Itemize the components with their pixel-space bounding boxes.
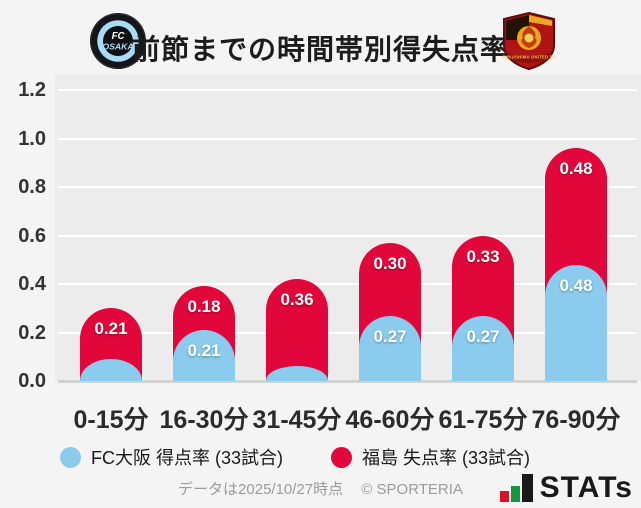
grid-line [58, 283, 637, 285]
grid-line [58, 331, 637, 334]
bar-scored-31-45分 [266, 366, 328, 381]
fukushima-united-logo: FUKUSHIMA UNITED FC [502, 12, 556, 70]
stats-bars-icon [499, 472, 533, 502]
y-tick-label: 0.6 [18, 224, 46, 247]
value-label-scored: 0.21 [187, 341, 221, 361]
value-label-conceded: 0.33 [466, 246, 500, 266]
y-tick-label: 0.0 [18, 370, 46, 392]
value-label-conceded: 0.18 [187, 297, 221, 317]
value-label-conceded: 0.30 [373, 253, 407, 273]
legend-label: 福島 失点率 (33試合) [362, 448, 531, 468]
fukushima-badge-banner-text: FUKUSHIMA UNITED FC [502, 55, 556, 60]
value-label-scored: 0.48 [559, 275, 593, 295]
value-label-conceded: 0.48 [559, 159, 593, 179]
copyright: © SPORTERIA [361, 481, 463, 498]
bar-scored-0-15分 [80, 359, 142, 381]
value-label-scored: 0.27 [373, 326, 407, 346]
bar-scored-61-75分 [452, 315, 514, 381]
x-category-label: 46-60分 [345, 406, 435, 434]
osaka-badge-text-osaka: OSAKA [102, 42, 133, 52]
y-tick-label: 0.8 [18, 176, 46, 198]
value-label-conceded: 0.36 [280, 290, 314, 310]
x-category-label: 31-45分 [252, 406, 342, 434]
bar-scored-76-90分 [545, 264, 607, 381]
stats-brand-text: STATs [539, 471, 633, 504]
data-date-note: データは2025/10/27時点 [178, 481, 344, 498]
x-category-label: 16-30分 [159, 406, 249, 434]
stats-bar [521, 474, 533, 502]
footer: データは2025/10/27時点 © SPORTERIA [0, 478, 641, 499]
header: FC OSAKA 前節までの時間帯別得失点率 FUKUSHIMA UNITED … [0, 0, 641, 75]
grid-line [58, 186, 637, 188]
x-category-label: 61-75分 [438, 406, 528, 434]
y-tick-label: 1.2 [18, 79, 46, 101]
bar-conceded-31-45分 [266, 279, 328, 381]
value-label-scored: 0.27 [466, 326, 500, 346]
bar-scored-16-30分 [173, 330, 235, 381]
legend-color-dot [59, 446, 81, 468]
legend-label: FC大阪 得点率 (33試合) [90, 448, 283, 468]
x-category-label: 0-15分 [73, 406, 149, 434]
legend-item: FC大阪 得点率 (33試合) [59, 444, 283, 470]
x-category-label: 76-90分 [531, 406, 621, 434]
page-title: 前節までの時間帯別得失点率 [131, 34, 510, 65]
stats-bar [499, 491, 509, 502]
chart-legend: FC大阪 得点率 (33試合) 福島 失点率 (33試合) [0, 442, 590, 472]
x-axis-baseline [58, 380, 637, 383]
bar-scored-46-60分 [359, 315, 421, 381]
legend-item: 福島 失点率 (33試合) [331, 444, 530, 470]
fc-osaka-logo: FC OSAKA [89, 12, 147, 70]
grid-line [58, 89, 637, 91]
y-tick-label: 0.2 [18, 321, 46, 344]
plot-area [55, 75, 641, 381]
osaka-badge-text-fc: FC [112, 31, 126, 42]
grid-line [58, 234, 637, 237]
grid-line [58, 137, 637, 140]
y-tick-label: 1.0 [18, 127, 46, 150]
y-tick-label: 0.4 [18, 273, 46, 295]
stats-bar [510, 486, 520, 502]
value-label-conceded: 0.21 [94, 319, 128, 339]
stats-brand-logo: STATs [499, 468, 633, 504]
legend-color-dot [331, 446, 352, 468]
